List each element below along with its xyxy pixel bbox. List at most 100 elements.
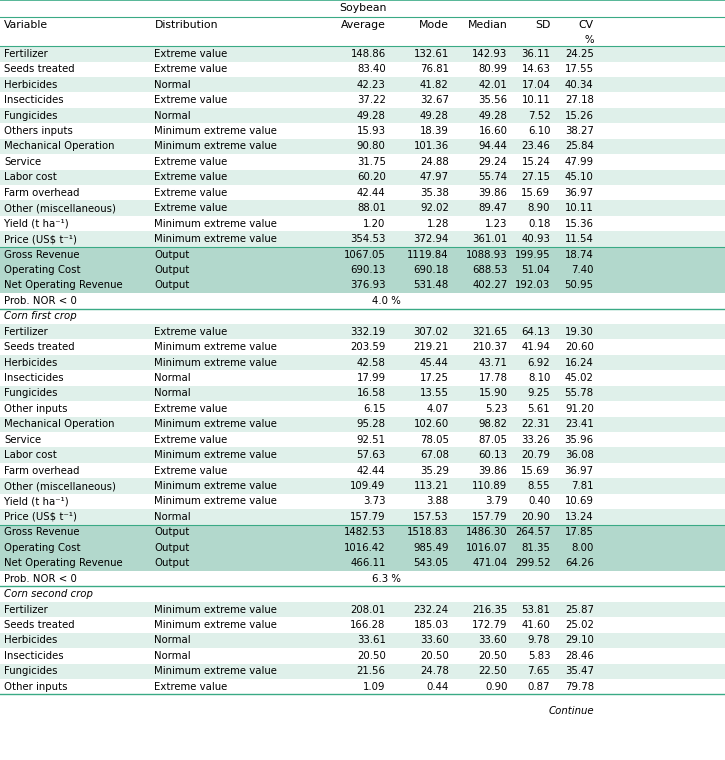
Text: Insecticides: Insecticides [4,373,64,383]
Text: Seeds treated: Seeds treated [4,65,75,74]
Text: 42.58: 42.58 [357,357,386,368]
Text: 37.22: 37.22 [357,95,386,105]
Text: 109.49: 109.49 [350,481,386,491]
Text: Extreme value: Extreme value [154,65,228,74]
Text: Minimum extreme value: Minimum extreme value [154,141,277,151]
Text: 15.93: 15.93 [357,126,386,136]
Text: 7.52: 7.52 [528,111,550,121]
Text: Extreme value: Extreme value [154,95,228,105]
Text: Minimum extreme value: Minimum extreme value [154,667,277,676]
Text: 15.69: 15.69 [521,466,550,476]
Text: 42.23: 42.23 [357,80,386,90]
Bar [0,448,725,463]
Text: 157.79: 157.79 [472,512,508,522]
Text: 0.90: 0.90 [485,682,508,692]
Text: 0.18: 0.18 [528,219,550,229]
Text: 321.65: 321.65 [472,327,508,337]
Bar [0,494,725,509]
Text: 20.50: 20.50 [420,651,449,660]
Bar [0,355,725,370]
Text: Variable: Variable [4,21,49,30]
Bar [0,324,725,340]
Text: Minimum extreme value: Minimum extreme value [154,620,277,630]
Text: 10.69: 10.69 [565,496,594,506]
Text: Herbicides: Herbicides [4,635,58,645]
Text: 60.13: 60.13 [478,450,507,460]
Text: 3.79: 3.79 [485,496,508,506]
Text: Price (US$ t⁻¹): Price (US$ t⁻¹) [4,512,78,522]
Text: 51.04: 51.04 [521,265,550,275]
Text: 98.82: 98.82 [478,420,507,429]
Text: 299.52: 299.52 [515,558,550,568]
Text: 199.95: 199.95 [515,249,550,259]
Text: 22.50: 22.50 [478,667,507,676]
Text: Average: Average [341,21,386,30]
Text: 17.99: 17.99 [357,373,386,383]
Text: 32.67: 32.67 [420,95,449,105]
Text: Fertilizer: Fertilizer [4,604,48,615]
Text: 55.78: 55.78 [565,388,594,398]
Text: 42.44: 42.44 [357,188,386,198]
Text: Farm overhead: Farm overhead [4,466,80,476]
Text: Other (miscellaneous): Other (miscellaneous) [4,481,116,491]
Text: 192.03: 192.03 [515,280,550,290]
Text: 92.02: 92.02 [420,203,449,214]
Text: 1486.30: 1486.30 [466,527,507,537]
Text: 1.23: 1.23 [485,219,508,229]
Text: 3.73: 3.73 [363,496,386,506]
Text: Output: Output [154,543,190,553]
Text: 33.26: 33.26 [521,435,550,445]
Text: Minimum extreme value: Minimum extreme value [154,126,277,136]
Text: 79.78: 79.78 [565,682,594,692]
Bar [0,216,725,231]
Text: 18.74: 18.74 [565,249,594,259]
Text: 17.78: 17.78 [478,373,507,383]
Text: 49.28: 49.28 [357,111,386,121]
Text: 83.40: 83.40 [357,65,386,74]
Text: 81.35: 81.35 [521,543,550,553]
Text: Mechanical Operation: Mechanical Operation [4,420,115,429]
Text: Minimum extreme value: Minimum extreme value [154,234,277,244]
Bar [0,201,725,216]
Text: 27.15: 27.15 [521,173,550,182]
Text: Soybean: Soybean [339,3,386,14]
Text: 64.13: 64.13 [521,327,550,337]
Text: Output: Output [154,280,190,290]
Text: Yield (t ha⁻¹): Yield (t ha⁻¹) [4,219,69,229]
Text: 219.21: 219.21 [413,342,449,352]
Bar [0,185,725,201]
Text: 6.92: 6.92 [528,357,550,368]
Bar [0,139,725,154]
Text: Seeds treated: Seeds treated [4,342,75,352]
Text: 45.10: 45.10 [565,173,594,182]
Text: Normal: Normal [154,373,191,383]
Bar [0,463,725,478]
Text: 17.55: 17.55 [565,65,594,74]
Bar [0,247,725,262]
Text: 40.34: 40.34 [565,80,594,90]
Text: Extreme value: Extreme value [154,173,228,182]
Text: Normal: Normal [154,111,191,121]
Text: 57.63: 57.63 [357,450,386,460]
Text: 361.01: 361.01 [472,234,508,244]
Text: 29.10: 29.10 [565,635,594,645]
Text: Output: Output [154,558,190,568]
Text: 307.02: 307.02 [413,327,449,337]
Text: Output: Output [154,249,190,259]
Text: 91.20: 91.20 [565,404,594,414]
Text: 203.59: 203.59 [350,342,386,352]
Text: 27.18: 27.18 [565,95,594,105]
Text: 36.97: 36.97 [565,188,594,198]
Bar [0,77,725,93]
Text: 376.93: 376.93 [350,280,386,290]
Text: 4.07: 4.07 [426,404,449,414]
Text: 42.44: 42.44 [357,466,386,476]
Bar [0,524,725,540]
Text: 690.13: 690.13 [350,265,386,275]
Text: Operating Cost: Operating Cost [4,543,81,553]
Bar [0,571,725,587]
Text: 16.60: 16.60 [478,126,507,136]
Text: Price (US$ t⁻¹): Price (US$ t⁻¹) [4,234,78,244]
Text: 53.81: 53.81 [521,604,550,615]
Text: Minimum extreme value: Minimum extreme value [154,342,277,352]
